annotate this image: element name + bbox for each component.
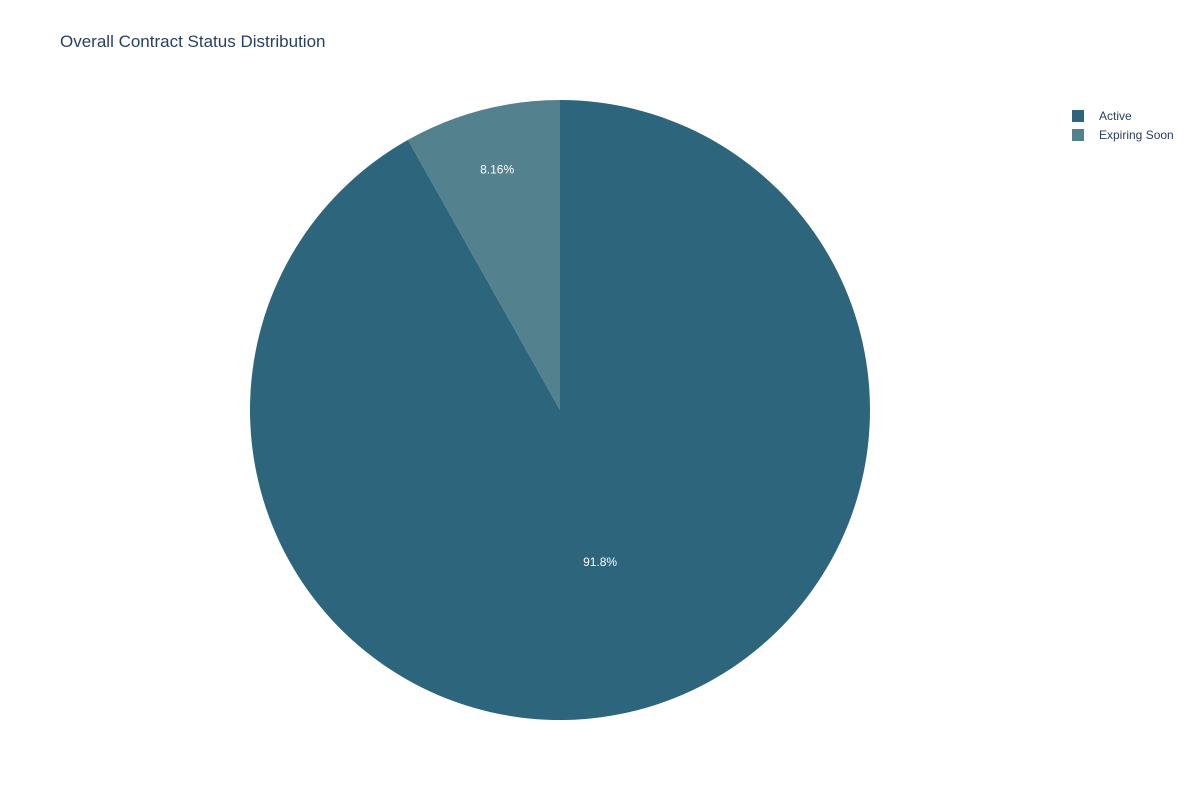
pie-label-active: 91.8% xyxy=(583,555,617,569)
pie-slices xyxy=(249,100,870,720)
legend-label-expiring-soon: Expiring Soon xyxy=(1099,127,1174,142)
legend: Active Expiring Soon xyxy=(1072,106,1174,144)
legend-item-expiring-soon[interactable]: Expiring Soon xyxy=(1072,125,1174,144)
legend-swatch-expiring-soon xyxy=(1072,128,1084,141)
legend-item-active[interactable]: Active xyxy=(1072,106,1174,125)
pie-slice-labels: 91.8% 8.16% xyxy=(480,162,617,569)
chart-title: Overall Contract Status Distribution xyxy=(60,32,326,51)
legend-swatch-active xyxy=(1072,109,1084,122)
pie-label-expiring-soon: 8.16% xyxy=(480,162,514,176)
legend-label-active: Active xyxy=(1099,108,1132,123)
pie-slice-expiring-soon[interactable] xyxy=(407,100,560,410)
